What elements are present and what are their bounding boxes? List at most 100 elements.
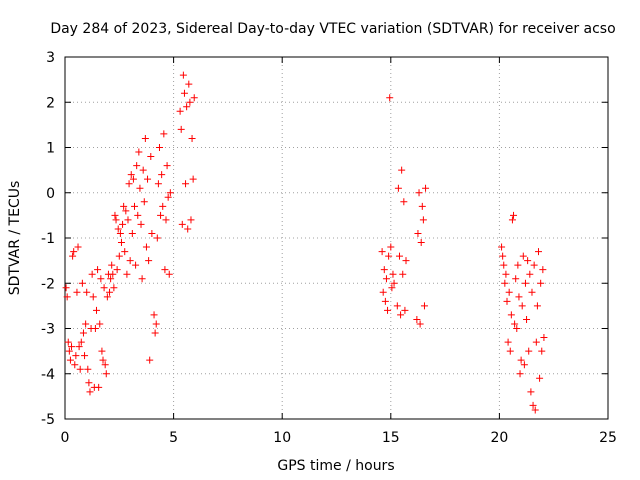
- data-point: [82, 320, 90, 328]
- data-point: [501, 279, 509, 287]
- data-point: [530, 261, 538, 269]
- data-point: [100, 284, 108, 292]
- data-point: [528, 288, 536, 296]
- y-tick-label: -5: [41, 412, 55, 428]
- data-point: [186, 98, 194, 106]
- data-point: [66, 356, 74, 364]
- data-point: [63, 293, 71, 301]
- data-point: [413, 315, 421, 323]
- data-point: [81, 352, 89, 360]
- data-point: [98, 347, 106, 355]
- data-point: [400, 198, 408, 206]
- data-point: [503, 297, 511, 305]
- data-point: [148, 229, 156, 237]
- data-point: [514, 261, 522, 269]
- data-point: [389, 270, 397, 278]
- data-point: [147, 153, 155, 161]
- data-point: [401, 306, 409, 314]
- data-point: [162, 216, 170, 224]
- data-point: [387, 243, 395, 251]
- data-point: [398, 166, 406, 174]
- data-point: [384, 306, 392, 314]
- data-point: [531, 406, 539, 414]
- data-point: [68, 343, 76, 351]
- data-point: [71, 361, 79, 369]
- data-point: [399, 270, 407, 278]
- data-point: [128, 229, 136, 237]
- data-point: [165, 270, 173, 278]
- data-point: [91, 325, 99, 332]
- tick-labels: 0 5 10 15 20 25 -5 -4 -3 -2 -1 0 1 2 3: [41, 50, 617, 446]
- data-point: [95, 383, 103, 391]
- data-point: [513, 325, 521, 332]
- y-tick-label: 1: [46, 141, 55, 157]
- data-point: [166, 189, 174, 197]
- y-tick-label: -1: [41, 231, 55, 247]
- data-point: [117, 239, 125, 247]
- data-point: [155, 144, 163, 151]
- x-tick-label: 20: [490, 430, 508, 446]
- y-tick-label: 0: [46, 186, 55, 202]
- data-point: [76, 365, 84, 373]
- data-point: [390, 279, 398, 287]
- data-point: [99, 356, 107, 364]
- data-point: [180, 89, 188, 97]
- data-point: [381, 297, 389, 305]
- data-point: [101, 361, 109, 369]
- data-point: [402, 257, 410, 265]
- data-point: [125, 180, 133, 188]
- data-point: [378, 248, 386, 256]
- data-point: [135, 148, 143, 156]
- data-point: [507, 311, 515, 319]
- data-point: [121, 248, 129, 256]
- data-point: [420, 302, 428, 310]
- data-point: [137, 220, 145, 228]
- data-point: [380, 266, 388, 274]
- x-tick-label: 10: [273, 430, 291, 446]
- data-point: [150, 311, 158, 319]
- data-point: [144, 175, 152, 183]
- data-point: [107, 275, 115, 283]
- data-point: [78, 279, 86, 287]
- data-point: [141, 134, 149, 142]
- data-point: [69, 252, 77, 260]
- data-point: [123, 270, 131, 278]
- data-point: [504, 338, 512, 346]
- data-point: [142, 243, 150, 251]
- data-point: [133, 162, 141, 170]
- data-point: [510, 211, 518, 219]
- data-point: [385, 252, 393, 260]
- data-point: [113, 266, 121, 274]
- data-point: [419, 216, 427, 224]
- data-point: [161, 266, 169, 274]
- data-point: [538, 347, 546, 355]
- data-point: [85, 379, 93, 387]
- data-point: [127, 171, 135, 179]
- data-point: [112, 216, 120, 224]
- data-point: [184, 225, 192, 233]
- data-point: [64, 338, 72, 346]
- y-tick-label: 2: [46, 95, 55, 111]
- data-point: [154, 180, 162, 188]
- data-point: [77, 338, 85, 346]
- data-point: [179, 71, 187, 79]
- data-point: [89, 293, 97, 301]
- data-point: [164, 193, 172, 201]
- data-point: [386, 94, 394, 102]
- data-point: [132, 261, 140, 269]
- data-point: [523, 315, 531, 323]
- data-point: [499, 252, 507, 260]
- data-point: [534, 248, 542, 256]
- data-point: [498, 243, 506, 251]
- x-axis-label: GPS time / hours: [277, 458, 394, 474]
- data-point: [120, 202, 128, 210]
- data-point: [183, 103, 191, 111]
- data-point: [97, 275, 105, 283]
- data-points: [62, 71, 548, 414]
- data-point: [134, 211, 142, 219]
- data-point: [102, 370, 110, 378]
- data-point: [158, 171, 166, 179]
- data-point: [393, 302, 401, 310]
- data-point: [153, 234, 161, 242]
